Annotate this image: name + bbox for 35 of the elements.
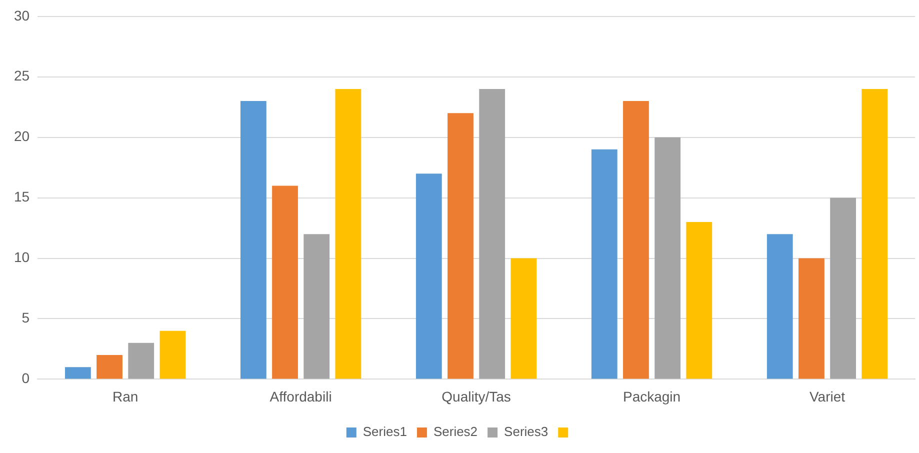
bar bbox=[623, 101, 649, 379]
y-tick-label: 5 bbox=[22, 310, 30, 326]
bar bbox=[160, 330, 186, 379]
bar bbox=[304, 234, 330, 379]
x-tick-label: Ran bbox=[112, 388, 138, 404]
bar bbox=[686, 222, 712, 379]
bar bbox=[479, 88, 506, 379]
y-tick-label: 25 bbox=[14, 68, 30, 84]
x-tick-label: Variet bbox=[809, 388, 846, 404]
bar bbox=[335, 88, 362, 379]
bar bbox=[96, 355, 122, 379]
y-tick-label: 0 bbox=[22, 370, 30, 386]
bar bbox=[766, 234, 793, 379]
x-tick-label: Affordabili bbox=[270, 388, 332, 404]
x-tick-label: Quality/Tas bbox=[442, 388, 511, 404]
bar bbox=[830, 198, 856, 379]
x-tick-label: Packagin bbox=[622, 388, 681, 404]
bar bbox=[591, 149, 618, 379]
legend-label: Series3 bbox=[504, 424, 548, 440]
bar bbox=[240, 101, 266, 379]
legend-label: Series2 bbox=[433, 424, 478, 440]
y-tick-label: 10 bbox=[14, 249, 30, 266]
y-tick-label: 15 bbox=[14, 188, 30, 205]
bar bbox=[448, 113, 474, 379]
bar bbox=[510, 258, 537, 379]
bar bbox=[128, 342, 154, 379]
bar bbox=[798, 258, 824, 379]
y-tick-label: 20 bbox=[14, 128, 30, 144]
bar bbox=[654, 137, 681, 379]
bar bbox=[862, 88, 888, 379]
bar bbox=[64, 367, 91, 379]
bar bbox=[272, 186, 298, 379]
y-tick-label: 30 bbox=[14, 7, 30, 24]
bar bbox=[416, 174, 442, 379]
legend-label: Series1 bbox=[362, 424, 407, 440]
